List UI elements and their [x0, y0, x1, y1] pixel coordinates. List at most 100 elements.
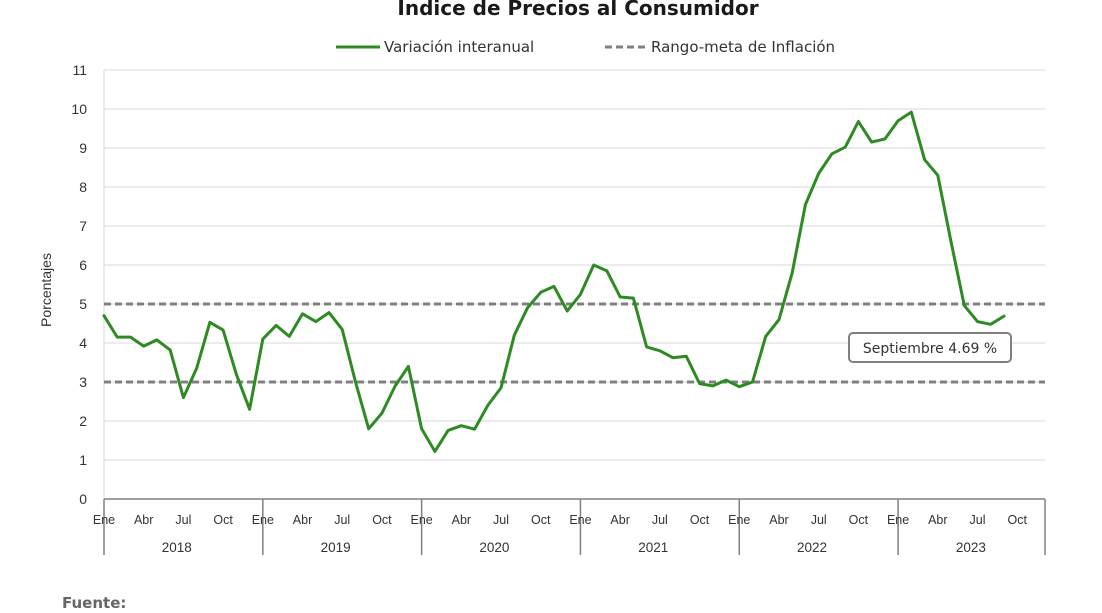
y-tick-label-5: 5 [79, 296, 87, 312]
data-point-34 [552, 285, 556, 288]
month-label-ene-2022: Ene [728, 513, 750, 527]
data-point-36 [579, 293, 582, 296]
y-axis-title: Porcentajes [38, 253, 54, 327]
data-point-23 [407, 365, 410, 368]
year-label-2023: 2023 [956, 540, 986, 555]
data-point-31 [513, 334, 516, 337]
y-tick-label-7: 7 [79, 218, 87, 234]
data-point-67 [989, 323, 992, 326]
data-point-38 [605, 269, 609, 273]
data-point-40 [632, 296, 635, 300]
data-point-63 [936, 174, 939, 177]
data-point-62 [923, 158, 926, 161]
data-point-41 [645, 345, 648, 349]
data-point-47 [724, 378, 728, 382]
month-label-oct-2023: Oct [1007, 513, 1027, 527]
month-label-ene-2023: Ene [887, 513, 909, 527]
legend: Variación interanual Rango-meta de Infla… [336, 38, 835, 56]
series-layer [102, 110, 1006, 453]
month-label-abr-2023: Abr [928, 513, 947, 527]
data-point-37 [592, 263, 595, 267]
month-label-ene-2019: Ene [252, 513, 274, 527]
data-point-68 [1002, 314, 1006, 318]
data-point-17 [327, 311, 331, 314]
y-tick-label-9: 9 [79, 140, 87, 156]
legend-label-rango: Rango-meta de Inflación [651, 38, 835, 56]
data-point-52 [791, 271, 794, 274]
month-label-abr-2020: Abr [452, 513, 471, 527]
year-label-2022: 2022 [797, 540, 827, 555]
y-tick-label-10: 10 [71, 101, 87, 117]
data-point-20 [367, 427, 370, 430]
data-point-10 [235, 373, 238, 376]
data-point-25 [433, 450, 437, 453]
data-point-33 [539, 291, 542, 294]
month-label-jul-2020: Jul [493, 513, 509, 527]
legend-label-variacion: Variación interanual [384, 38, 534, 56]
data-point-1 [116, 335, 119, 339]
data-point-32 [526, 306, 529, 310]
month-label-oct-2020: Oct [531, 513, 551, 527]
source-label: Fuente: [62, 594, 126, 612]
data-point-11 [248, 408, 251, 411]
data-point-27 [460, 424, 463, 427]
data-point-51 [777, 318, 781, 321]
data-point-28 [473, 427, 476, 431]
month-label-abr-2021: Abr [610, 513, 629, 527]
month-label-jul-2019: Jul [334, 513, 350, 527]
y-tick-label-11: 11 [72, 62, 87, 78]
chart-title: Indice de Precios al Consumidor [397, 0, 758, 20]
x-axis: Ene Abr Jul Oct 2018 Ene Abr Jul Oct 2019 Ene Abr Ju… [93, 498, 1046, 555]
data-point-16 [314, 320, 317, 323]
data-point-60 [896, 119, 900, 122]
data-point-18 [341, 328, 344, 331]
month-label-oct-2019: Oct [372, 513, 392, 527]
data-point-0 [102, 314, 106, 317]
y-tick-label-0: 0 [79, 491, 87, 507]
data-point-48 [738, 385, 741, 388]
data-point-42 [658, 349, 662, 352]
y-tick-label-4: 4 [79, 335, 87, 351]
y-tick-label-2: 2 [79, 413, 87, 429]
data-point-35 [566, 309, 569, 313]
data-point-2 [129, 335, 132, 339]
year-label-2020: 2020 [479, 540, 509, 555]
data-point-22 [393, 384, 397, 388]
data-point-56 [843, 146, 847, 149]
data-point-8 [208, 321, 212, 324]
series-line-variacion-interanual [102, 110, 1006, 453]
data-point-44 [685, 355, 688, 358]
data-point-30 [499, 386, 503, 390]
month-label-ene-2018: Ene [93, 513, 115, 527]
month-label-abr-2018: Abr [134, 513, 153, 527]
data-point-3 [142, 344, 145, 348]
data-point-57 [857, 120, 860, 123]
month-label-jul-2021: Jul [652, 513, 668, 527]
year-label-2018: 2018 [162, 540, 192, 555]
annotation-callout: Septiembre 4.69 % [848, 332, 1012, 363]
month-label-jul-2022: Jul [811, 513, 827, 527]
data-point-14 [288, 335, 291, 338]
data-point-46 [711, 384, 715, 388]
data-point-19 [354, 380, 357, 384]
data-point-61 [910, 110, 913, 114]
month-label-oct-2021: Oct [690, 513, 710, 527]
month-label-ene-2021: Ene [569, 513, 591, 527]
month-label-oct-2018: Oct [213, 513, 233, 527]
data-point-55 [830, 152, 834, 156]
month-label-jul-2018: Jul [175, 513, 191, 527]
month-label-jul-2023: Jul [970, 513, 986, 527]
data-point-50 [764, 335, 767, 338]
target-range-lines [104, 302, 1045, 384]
data-point-53 [804, 203, 807, 206]
data-point-54 [817, 172, 820, 175]
data-point-59 [883, 137, 887, 141]
data-point-6 [182, 396, 185, 399]
data-point-24 [420, 427, 423, 430]
data-point-12 [261, 337, 265, 341]
month-label-abr-2019: Abr [293, 513, 312, 527]
data-point-7 [195, 367, 198, 370]
data-point-26 [446, 429, 450, 432]
data-point-45 [698, 382, 701, 385]
